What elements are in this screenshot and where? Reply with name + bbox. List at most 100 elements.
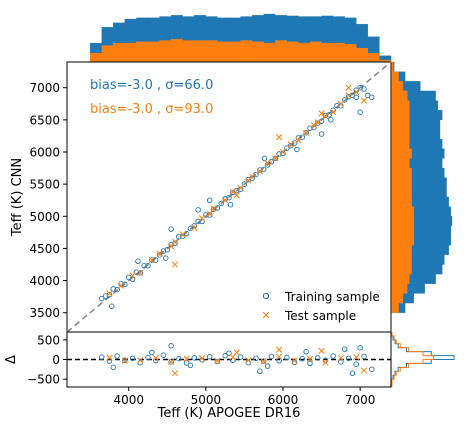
- residual-test-point: [229, 353, 237, 361]
- top-hist-test-bar: [321, 42, 334, 63]
- main-y-tick-label: 6000: [29, 146, 60, 160]
- residual-test-point: [183, 355, 190, 362]
- top-hist-test-bar: [124, 42, 137, 63]
- training-point: [195, 218, 201, 225]
- training-point: [195, 207, 201, 213]
- residual-training-point: [114, 353, 120, 359]
- top-hist-test-bar: [275, 40, 288, 63]
- training-point: [156, 252, 163, 258]
- training-point: [108, 303, 115, 310]
- right-hist-test-bar: [391, 71, 399, 82]
- training-point: [361, 86, 367, 92]
- test-stats-annotation: bias=-3.0 , σ=93.0: [90, 102, 213, 117]
- right-hist-test-bar: [391, 129, 410, 140]
- residual-training-point: [129, 355, 136, 362]
- training-point: [129, 276, 136, 283]
- top-hist-test-bar: [309, 41, 322, 63]
- test-point: [287, 141, 294, 148]
- test-point: [275, 134, 283, 141]
- training-point: [145, 263, 151, 269]
- residual-training-point: [276, 357, 282, 364]
- residual-training-point: [230, 357, 236, 364]
- training-point: [152, 257, 159, 263]
- test-point: [248, 173, 256, 180]
- training-point: [307, 125, 313, 131]
- training-point: [237, 186, 244, 193]
- top-hist-test-bar: [136, 41, 149, 63]
- residual-panel: −500 0 500 4000 5000 6000 7000 Δ Teff (K) APO…: [4, 331, 392, 421]
- training-point: [149, 257, 155, 263]
- top-hist-test-bar: [205, 40, 218, 63]
- test-point: [295, 137, 302, 144]
- legend-test-marker: [262, 311, 270, 319]
- test-point: [302, 129, 310, 136]
- residual-test-point: [198, 355, 206, 362]
- top-hist-test-bar: [263, 42, 276, 63]
- test-point: [310, 121, 318, 129]
- main-y-axis-label: Teff (K) CNN: [10, 158, 25, 237]
- training-point: [353, 94, 360, 101]
- residual-training-point: [168, 359, 174, 365]
- training-point: [133, 269, 140, 275]
- residual-training-point: [160, 352, 167, 358]
- residual-scatter-points: [98, 343, 375, 377]
- test-point: [179, 231, 186, 238]
- training-point: [98, 295, 105, 302]
- main-y-tick-label: 5000: [29, 210, 60, 224]
- test-point: [148, 256, 156, 264]
- residual-test-point: [121, 357, 129, 364]
- residual-training-point: [260, 358, 267, 364]
- training-point: [241, 181, 248, 187]
- right-hist-test-bar: [391, 90, 408, 101]
- identity-line: [66, 61, 392, 333]
- right-hist-test-bar: [391, 254, 412, 265]
- legend-training-label: Training sample: [284, 290, 380, 304]
- top-hist-test-bar: [298, 42, 311, 63]
- top-hist-test-bar: [147, 41, 160, 63]
- residual-training-point: [226, 350, 232, 356]
- training-point: [218, 200, 225, 207]
- test-point: [337, 100, 345, 107]
- training-stats-annotation: bias=-3.0 , σ=66.0: [90, 78, 213, 93]
- residual-training-point: [110, 364, 117, 371]
- residual-training-point: [368, 366, 375, 373]
- residual-test-point: [152, 354, 159, 362]
- training-point: [226, 194, 232, 201]
- training-point: [106, 291, 113, 298]
- residual-x-ticks: 4000 5000 6000 7000: [113, 387, 375, 407]
- right-hist-test-bar: [391, 235, 414, 246]
- residual-training-point: [187, 362, 194, 369]
- test-point: [191, 224, 198, 232]
- residual-training-point: [257, 368, 263, 375]
- right-hist-test-bar: [391, 100, 410, 111]
- training-point: [187, 225, 194, 232]
- right-hist-test-bar: [391, 206, 414, 217]
- residual-training-point: [122, 357, 128, 364]
- x-tick-label: 6000: [268, 393, 299, 407]
- residual-training-point: [303, 348, 309, 355]
- test-point: [279, 148, 287, 156]
- top-hist-test-bar: [217, 41, 230, 63]
- training-point: [206, 197, 213, 203]
- test-point: [329, 108, 337, 116]
- right-hist-test-bar: [391, 167, 412, 178]
- training-point: [299, 134, 306, 140]
- training-point: [176, 234, 182, 240]
- residual-training-point: [149, 349, 155, 356]
- residual-training-point: [314, 355, 321, 361]
- residual-training-point: [206, 354, 213, 360]
- residual-training-point: [214, 358, 221, 365]
- training-point: [141, 263, 147, 269]
- residual-y-tick-label: 500: [37, 333, 60, 347]
- top-hist-test-bar: [170, 39, 183, 63]
- training-point: [110, 286, 117, 292]
- residual-training-point: [191, 355, 198, 361]
- training-point: [183, 230, 190, 237]
- main-y-tick-label: 7000: [29, 81, 60, 95]
- right-hist-test-bar: [391, 119, 410, 130]
- residual-test-point: [233, 349, 240, 356]
- residual-training-point: [307, 360, 313, 367]
- right-hist-test-bar: [391, 187, 412, 198]
- top-histogram: [89, 13, 392, 63]
